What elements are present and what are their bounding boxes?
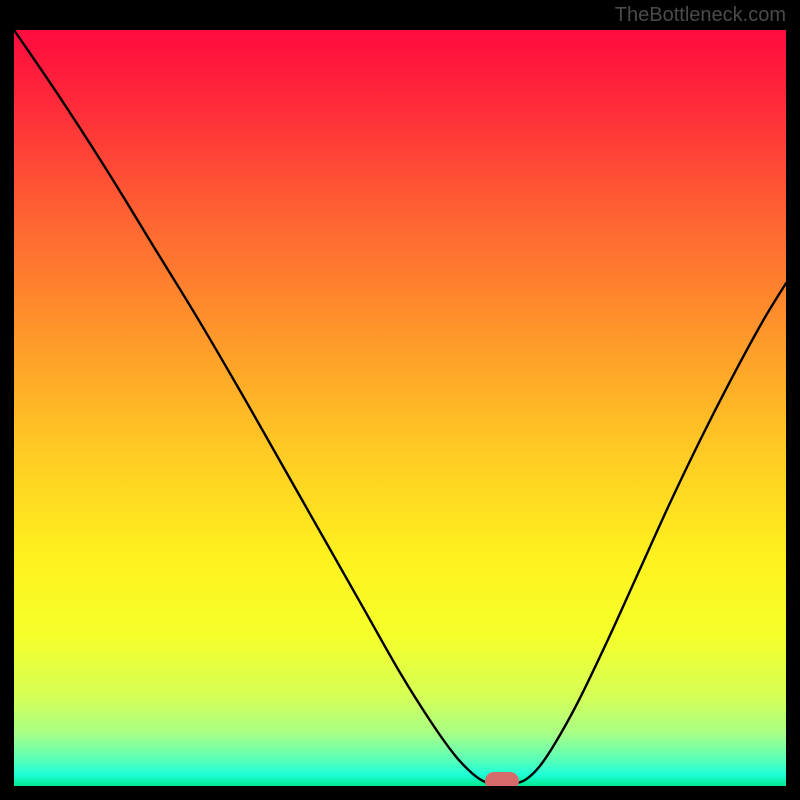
- frame-right: [786, 0, 800, 800]
- watermark-text: TheBottleneck.com: [615, 4, 786, 27]
- frame-bottom: [0, 786, 800, 800]
- minimum-marker: [485, 772, 519, 786]
- frame-left: [0, 0, 14, 800]
- bottleneck-curve: [14, 30, 786, 786]
- plot-area: [14, 30, 786, 786]
